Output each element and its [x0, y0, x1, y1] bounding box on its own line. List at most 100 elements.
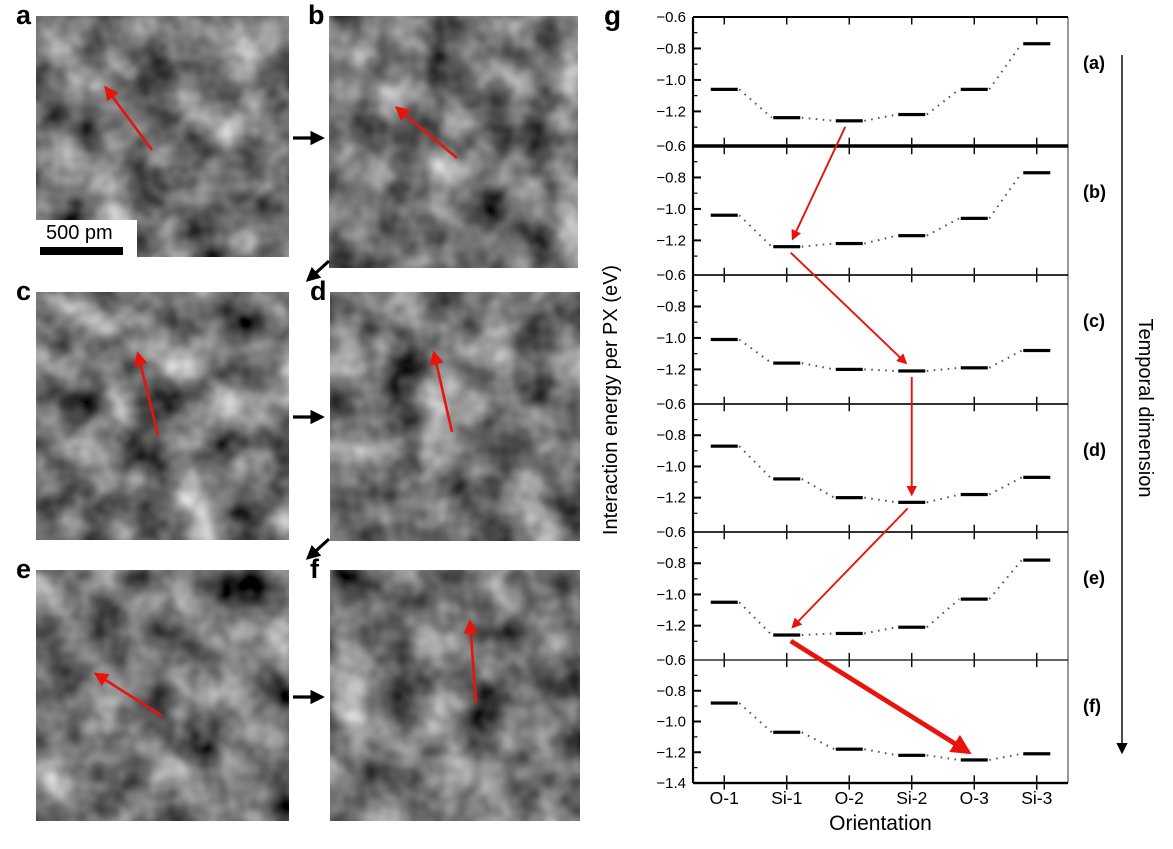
energy-level-Si-1 — [773, 116, 801, 120]
scale-bar-line — [40, 247, 123, 255]
micrograph-texture — [36, 570, 289, 821]
x-category-label: O-1 — [710, 788, 739, 808]
y-tick-label: −0.6 — [656, 138, 686, 155]
energy-level-O-3 — [960, 597, 988, 601]
y-major-tick — [693, 176, 701, 179]
energy-level-Si-1 — [773, 245, 801, 249]
micrograph-letter-f: f — [310, 554, 319, 584]
x-tick-bottom — [1036, 652, 1038, 660]
level-connector — [989, 752, 1022, 761]
x-tick-top — [786, 404, 788, 412]
panel-label-a: (a) — [1083, 53, 1105, 73]
micrograph-texture — [36, 16, 289, 257]
y-tick-label: −1.0 — [656, 201, 686, 218]
micrograph-e — [36, 570, 289, 821]
level-connector — [864, 626, 897, 635]
x-tick-top — [911, 660, 913, 668]
y-tick-label: −1.2 — [656, 618, 686, 635]
x-tick-top — [973, 18, 975, 25]
level-connector — [988, 559, 1023, 600]
y-axis-spine — [691, 17, 695, 783]
y-major-tick — [693, 239, 701, 242]
panel-divider — [693, 144, 1068, 148]
x-tick-top — [973, 404, 975, 412]
y-major-tick — [693, 496, 701, 499]
energy-level-O-1 — [710, 600, 738, 604]
y-minor-tick — [693, 32, 698, 34]
x-tick-bottom — [973, 652, 975, 660]
level-connector — [801, 731, 835, 751]
level-connector — [738, 445, 773, 480]
y-minor-tick — [693, 450, 698, 452]
x-category-label: O-2 — [835, 788, 864, 808]
energy-level-Si-3 — [1023, 348, 1051, 353]
level-connector — [988, 43, 1023, 90]
y-tick-label: −0.8 — [656, 683, 686, 700]
y-tick-label: −1.2 — [656, 490, 686, 507]
micrograph-texture — [36, 292, 289, 540]
y-minor-tick — [693, 674, 698, 676]
temporal-dimension-label: Temporal dimension — [1134, 318, 1156, 498]
y-minor-tick — [693, 736, 698, 738]
transition-arrow-a-to-b — [791, 126, 847, 241]
x-tick-top — [786, 18, 788, 25]
x-tick-bottom — [1036, 775, 1038, 782]
y-minor-tick — [693, 578, 698, 580]
x-tick-bottom — [723, 396, 725, 404]
energy-level-O-2 — [835, 119, 863, 123]
energy-level-Si-2 — [898, 112, 926, 117]
x-tick-bottom — [1036, 524, 1038, 532]
x-tick-bottom — [786, 267, 788, 275]
x-category-label: Si-1 — [771, 788, 802, 808]
level-connector — [926, 366, 960, 372]
y-major-tick — [693, 465, 701, 468]
x-tick-bottom — [848, 524, 850, 532]
x-axis-line — [693, 781, 1068, 785]
energy-level-O-2 — [835, 241, 863, 246]
y-tick-label: −0.8 — [656, 169, 686, 186]
x-tick-top — [723, 660, 725, 668]
y-tick-label: −1.0 — [656, 330, 686, 347]
y-tick-label: −0.6 — [656, 267, 686, 284]
x-tick-bottom — [723, 775, 725, 782]
energy-level-Si-3 — [1023, 752, 1051, 756]
y-minor-tick — [693, 481, 698, 483]
x-tick-bottom — [723, 524, 725, 532]
x-tick-bottom — [848, 267, 850, 275]
x-tick-bottom — [848, 652, 850, 660]
level-connector — [926, 598, 960, 628]
x-tick-bottom — [723, 137, 725, 145]
y-minor-tick — [693, 547, 698, 549]
x-tick-top — [1036, 275, 1038, 283]
x-tick-top — [911, 147, 913, 155]
x-tick-bottom — [911, 775, 913, 782]
level-connector — [801, 632, 835, 637]
x-tick-bottom — [911, 267, 913, 275]
y-major-tick — [693, 562, 701, 565]
energy-level-Si-2 — [898, 625, 926, 629]
y-tick-label: −0.8 — [656, 298, 686, 315]
x-category-label: Si-3 — [1021, 788, 1052, 808]
x-tick-top — [1036, 404, 1038, 412]
transition-arrow-d-to-e — [791, 507, 909, 629]
x-tick-bottom — [848, 396, 850, 404]
energy-level-O-3 — [960, 216, 988, 220]
x-tick-top — [1036, 532, 1038, 540]
y-major-tick — [693, 751, 701, 754]
level-connector — [864, 234, 897, 245]
transition-arrow-b-to-c — [790, 251, 908, 365]
y-minor-tick — [693, 161, 698, 163]
level-connector — [864, 113, 897, 122]
right-spine — [1067, 17, 1069, 783]
y-major-tick — [693, 368, 701, 371]
energy-level-O-3 — [960, 366, 988, 370]
scale-bar-label: 500 pm — [46, 222, 113, 244]
x-tick-bottom — [973, 396, 975, 404]
micrograph-letter-c: c — [16, 276, 32, 306]
energy-level-O-1 — [710, 213, 738, 217]
x-tick-bottom — [1036, 137, 1038, 145]
x-tick-bottom — [911, 524, 913, 532]
panel-divider — [693, 274, 1068, 276]
energy-level-Si-3 — [1023, 171, 1051, 175]
